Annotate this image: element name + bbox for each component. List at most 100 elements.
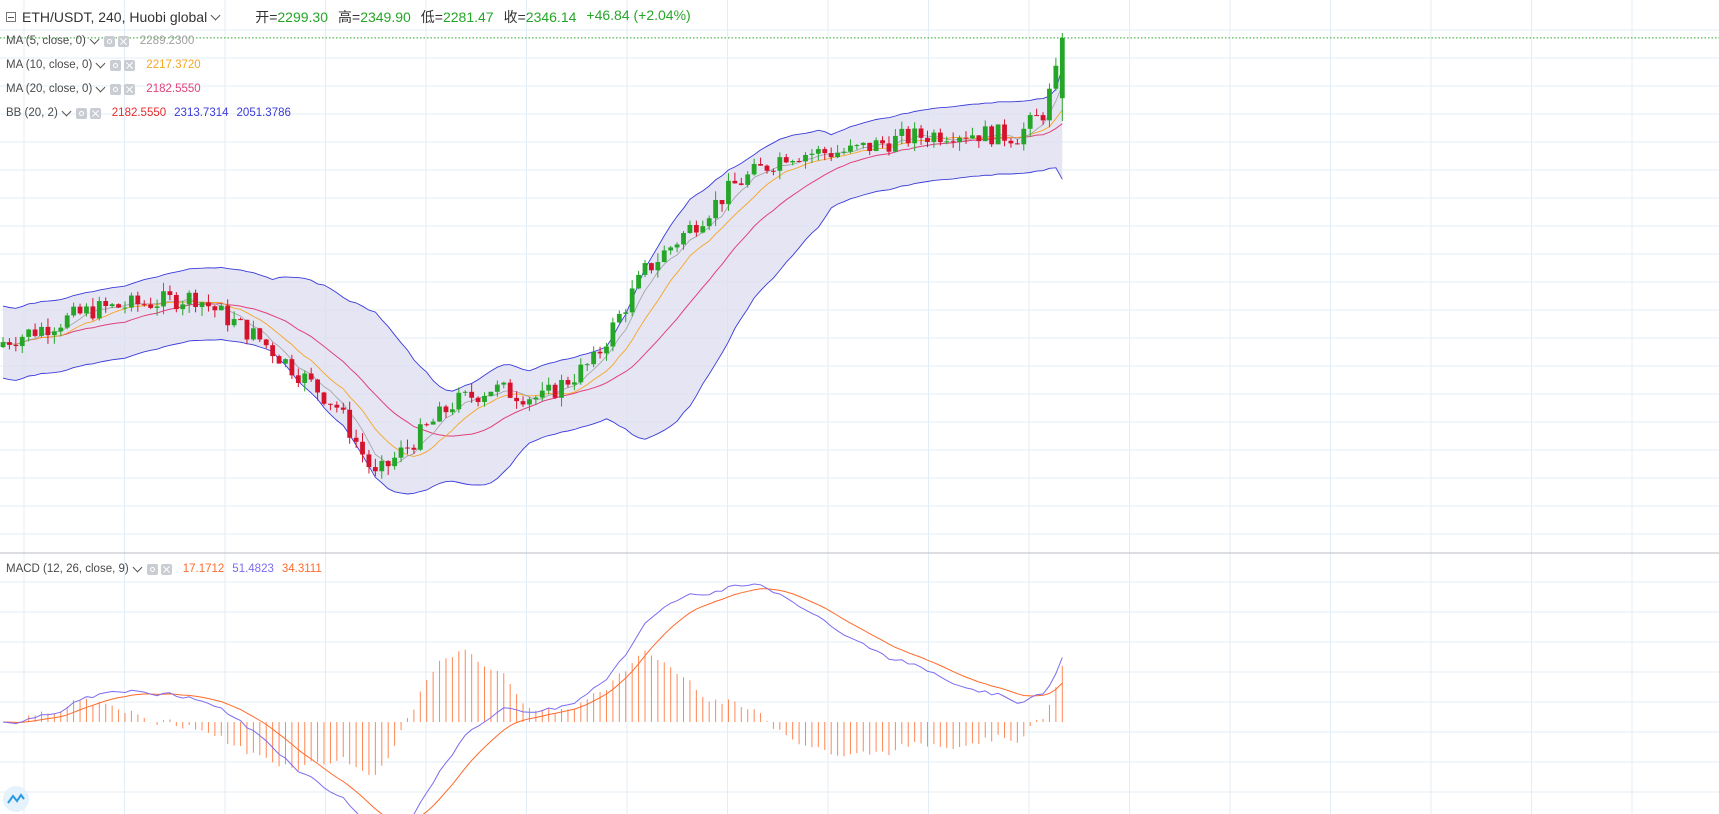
eye-icon[interactable] [146, 563, 158, 575]
candle [109, 302, 115, 309]
candle-body [385, 460, 391, 467]
candle [578, 358, 584, 385]
candle-body [212, 306, 218, 311]
candle-body [674, 244, 680, 248]
close-icon[interactable] [124, 59, 136, 71]
candle-body [84, 306, 89, 314]
candle-body [777, 157, 783, 171]
candle-body [533, 397, 539, 400]
candle [411, 444, 417, 454]
candle [372, 458, 378, 477]
candle-body [719, 199, 725, 205]
candle-body [193, 292, 198, 308]
candle [13, 337, 19, 352]
candle-body [520, 401, 526, 405]
candle-body [790, 161, 796, 163]
candle-body [366, 454, 372, 468]
eye-icon[interactable] [75, 107, 87, 119]
chevron-down-icon[interactable] [89, 34, 100, 45]
legend-ma10[interactable]: MA (10, close, 0) 2217.3720 [6, 58, 201, 71]
candle [238, 317, 243, 321]
chevron-down-icon[interactable] [61, 106, 72, 117]
candle-body [539, 390, 545, 398]
candle [1021, 122, 1027, 151]
candle-body [867, 142, 873, 151]
bb-label[interactable]: BB (20, 2) [6, 107, 58, 119]
candle-body [559, 379, 564, 398]
candle [328, 403, 333, 411]
legend-ma5[interactable]: MA (5, close, 0) 2289.2300 [6, 34, 194, 47]
candle-body [764, 165, 770, 171]
candle-body [71, 306, 77, 316]
candle [597, 346, 603, 359]
candle-body [347, 409, 353, 438]
candle [989, 124, 995, 147]
candle-body [507, 382, 513, 398]
candle [937, 128, 943, 146]
candle-body [488, 391, 494, 397]
candle [212, 305, 218, 318]
candle [295, 368, 301, 388]
candle [64, 312, 70, 330]
ma10-label[interactable]: MA (10, close, 0) [6, 59, 93, 71]
change-value: +46.84 (+2.04%) [586, 7, 691, 23]
candle [726, 173, 731, 211]
candle [886, 136, 892, 156]
candle [263, 338, 269, 349]
close-icon[interactable] [160, 563, 172, 575]
chevron-down-icon[interactable] [132, 562, 143, 573]
candle-body [462, 391, 468, 393]
candle [687, 220, 693, 234]
candle [995, 124, 1001, 145]
candle-body [649, 263, 654, 271]
eye-icon[interactable] [110, 59, 122, 71]
ma20-label[interactable]: MA (20, close, 0) [6, 83, 93, 95]
candle-body [912, 128, 918, 144]
candle-body [379, 460, 385, 472]
close-icon[interactable] [89, 107, 101, 119]
candle-body [39, 326, 44, 336]
ma5-label[interactable]: MA (5, close, 0) [6, 35, 86, 47]
legend-bb[interactable]: BB (20, 2) 2182.5550 2313.7314 2051.3786 [6, 106, 291, 119]
candle [7, 338, 12, 350]
candle [0, 337, 6, 349]
macd-label[interactable]: MACD (12, 26, close, 9) [6, 563, 129, 575]
chevron-down-icon[interactable] [95, 82, 106, 93]
candle-body [604, 346, 609, 354]
candle-body [681, 232, 686, 245]
collapse-icon[interactable] [6, 12, 16, 22]
ma10-line [2, 109, 1063, 457]
candle [231, 311, 237, 328]
price-pane [0, 33, 1719, 495]
candle [1059, 33, 1065, 122]
candle [552, 382, 558, 400]
candle-body [732, 180, 738, 184]
chevron-down-icon[interactable] [210, 10, 221, 21]
bb-upper-value: 2313.7314 [174, 107, 229, 119]
legend-ma20[interactable]: MA (20, close, 0) 2182.5550 [6, 82, 201, 95]
chevron-down-icon[interactable] [95, 58, 106, 69]
candle [565, 376, 571, 388]
candle-body [96, 301, 102, 319]
candle-body [616, 313, 622, 323]
close-value: 2346.14 [525, 9, 577, 25]
symbol-title[interactable]: ETH/USDT, 240, Huobi global [22, 9, 208, 25]
candle-body [950, 141, 956, 143]
candle-body [411, 447, 417, 450]
candle-body [501, 382, 507, 385]
close-icon[interactable] [124, 83, 136, 95]
eye-icon[interactable] [103, 35, 115, 47]
candle-body [475, 397, 481, 403]
candle [26, 328, 32, 342]
candle [58, 323, 64, 337]
candle [1014, 138, 1020, 145]
candle-body [584, 364, 590, 366]
legend-macd[interactable]: MACD (12, 26, close, 9) 17.1712 51.4823 … [6, 562, 322, 575]
candle [520, 396, 526, 407]
candle [815, 145, 821, 161]
close-icon[interactable] [117, 35, 129, 47]
candle-body [848, 145, 853, 152]
candle-body [437, 406, 442, 422]
eye-icon[interactable] [110, 83, 122, 95]
